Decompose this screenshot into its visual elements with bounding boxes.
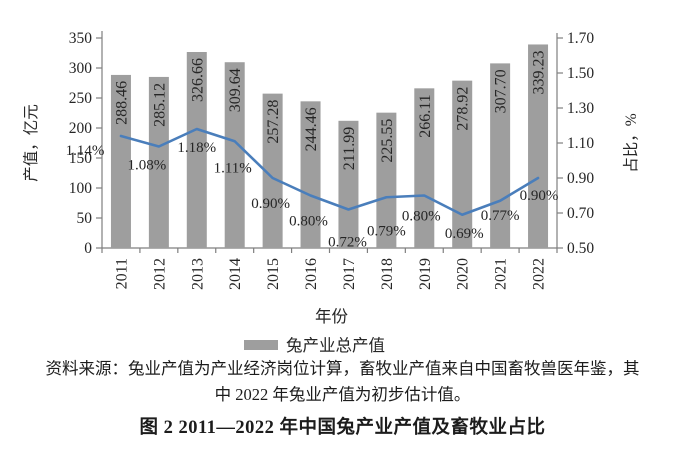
figure-caption: 资料来源：兔业产值为产业经济岗位计算，畜牧业产值来自中国畜牧兽医年鉴，其 中 2…: [0, 356, 685, 439]
share-trend-line: [119, 127, 540, 217]
bar-2020: [452, 80, 473, 248]
x-tick-label-2017: 2017: [341, 258, 358, 290]
x-tick-label-2014: 2014: [227, 258, 244, 290]
legend-swatch: [244, 340, 278, 350]
bar-value-label-2014: 309.64: [227, 68, 244, 112]
bar-2015: [262, 93, 283, 248]
y-axis-left-tick-label: 250: [69, 90, 93, 107]
pct-label-2016: 0.80%: [289, 214, 328, 230]
y-axis-right-tick-label: 1.50: [567, 65, 594, 82]
bar-value-label-2017: 211.99: [341, 127, 358, 170]
y-axis-left-tick-label: 300: [69, 60, 93, 77]
pct-label-2014: 1.11%: [214, 160, 252, 176]
y-axis-right-tick-label: 0.50: [567, 240, 594, 257]
pct-label-2012: 1.08%: [128, 158, 167, 174]
combo-chart: 0 50 100 150 200 250 300 350 0.50 0.70 0.90 1.10 1.3…: [22, 30, 640, 355]
y-axis-left-tick-label: 100: [69, 180, 93, 197]
bar-2018: [376, 112, 397, 248]
y-axis-right-tick-label: 1.10: [567, 135, 594, 152]
bar-value-label-2016: 244.46: [303, 107, 320, 151]
bar-2022: [528, 44, 549, 248]
figure-title: 图 2 2011—2022 年中国兔产业产值及畜牧业占比: [139, 418, 546, 438]
x-tick-label-2015: 2015: [265, 258, 282, 290]
bar-value-label-2013: 326.66: [189, 58, 206, 102]
bar-2012: [148, 76, 169, 248]
pct-label-2020: 0.69%: [445, 226, 484, 242]
x-tick-label-2011: 2011: [113, 258, 130, 289]
pct-label-2015: 0.90%: [251, 196, 290, 212]
bar-value-label-2021: 307.70: [493, 69, 510, 113]
pct-label-2017: 0.72%: [328, 235, 367, 251]
pct-label-2019: 0.80%: [402, 209, 441, 225]
x-tick-label-2013: 2013: [189, 258, 206, 290]
pct-label-2018: 0.79%: [367, 223, 406, 239]
legend-label: 兔产业总产值: [286, 336, 385, 355]
y-axis-right-tick-label: 1.70: [567, 30, 594, 47]
y-axis-left-tick-label: 350: [69, 30, 93, 47]
bar-value-label-2015: 257.28: [265, 100, 282, 144]
bar-value-label-2020: 278.92: [455, 87, 472, 131]
x-tick-label-2012: 2012: [151, 258, 168, 290]
bar-2017: [338, 120, 359, 248]
y-axis-right-tick-label: 1.30: [567, 100, 594, 117]
pct-label-2013: 1.18%: [177, 140, 216, 156]
x-tick-label-2020: 2020: [455, 258, 472, 290]
x-tick-label-2022: 2022: [531, 258, 548, 290]
x-tick-label-2021: 2021: [493, 258, 510, 290]
pct-label-2022: 0.90%: [520, 188, 559, 204]
bar-2014: [224, 62, 245, 248]
x-tick-label-2016: 2016: [303, 258, 320, 290]
bar-value-label-2018: 225.55: [379, 119, 396, 163]
y-axis-left-tick-label: 150: [69, 150, 93, 167]
source-note-line1: 资料来源：兔业产值为产业经济岗位计算，畜牧业产值来自中国畜牧兽医年鉴，其: [45, 359, 640, 378]
y-axis-left-tick-label: 50: [77, 210, 93, 227]
y-axis-right-tick-label: 0.90: [567, 170, 594, 187]
bar-value-label-2019: 266.11: [417, 94, 434, 137]
x-axis-title: 年份: [315, 307, 349, 326]
bar-value-label-2012: 285.12: [151, 83, 168, 127]
x-tick-label-2019: 2019: [417, 258, 434, 290]
bar-2013: [186, 52, 207, 249]
bar-2011: [110, 74, 131, 248]
y-axis-right-tick-label: 0.70: [567, 205, 594, 222]
bar-2019: [414, 88, 435, 248]
bar-value-label-2022: 339.23: [531, 50, 548, 94]
bar-value-label-2011: 288.46: [113, 81, 130, 125]
y-axis-left-tick-label: 200: [69, 120, 93, 137]
y-axis-left-tick-label: 0: [84, 240, 92, 257]
y-axis-right-title: 占比，%: [622, 113, 640, 173]
pct-label-2021: 0.77%: [481, 208, 520, 224]
pct-label-2011: 1.14%: [66, 143, 105, 159]
bar-2016: [300, 101, 321, 248]
x-tick-label-2018: 2018: [379, 258, 396, 290]
y-axis-left-title: 产值，亿元: [22, 104, 40, 182]
source-note-line2: 中 2022 年兔业产值为初步估计值。: [214, 385, 471, 404]
